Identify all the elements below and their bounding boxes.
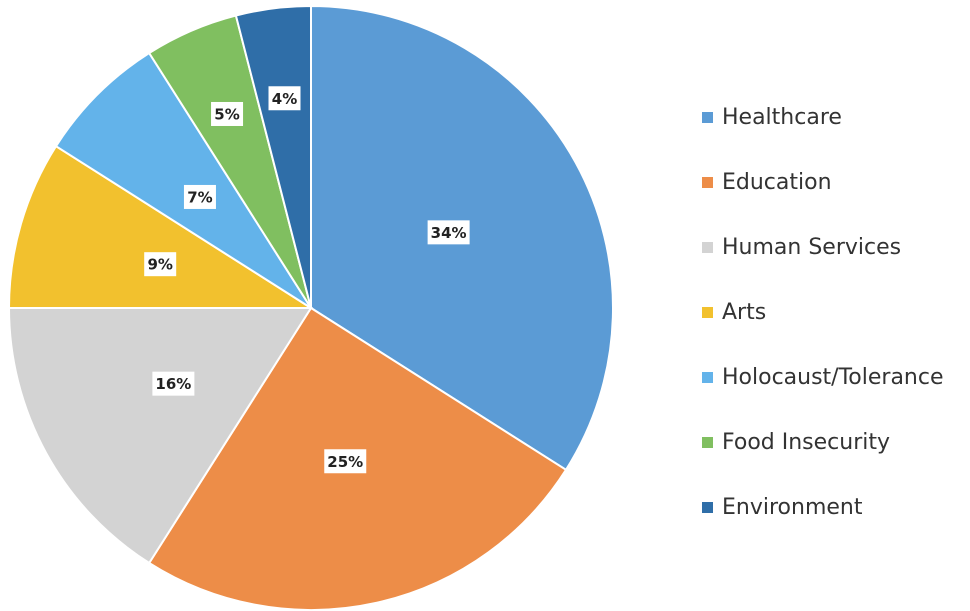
pie-slice [7, 307, 313, 565]
pie-slice [234, 4, 312, 309]
legend-swatch [702, 437, 713, 448]
legend-swatch [702, 242, 713, 253]
legend-swatch [702, 112, 713, 123]
legend-label: Holocaust/Tolerance [722, 365, 944, 390]
label-box [324, 449, 367, 474]
legend-swatch [702, 372, 713, 383]
label-box [268, 86, 301, 111]
label-box [427, 220, 470, 245]
data-label: 4% [272, 90, 297, 108]
data-label: 25% [327, 453, 363, 471]
label-box [183, 184, 216, 209]
pie-slice [7, 144, 315, 309]
legend-label: Healthcare [722, 105, 842, 130]
legend-label: Environment [722, 495, 863, 520]
data-label: 34% [431, 224, 467, 242]
label-box [152, 371, 195, 396]
legend-label: Arts [722, 300, 766, 325]
data-label: 5% [214, 105, 239, 123]
legend-label: Food Insecurity [722, 430, 890, 455]
data-label: 9% [147, 256, 172, 274]
data-label: 16% [155, 375, 191, 393]
data-label: 7% [187, 188, 212, 206]
pie-slice [54, 51, 312, 309]
legend-label: Education [722, 170, 832, 195]
legend-swatch [702, 502, 713, 513]
label-box [211, 101, 244, 126]
label-box [144, 252, 177, 277]
legend-swatch [702, 307, 713, 318]
legend-swatch [702, 177, 713, 188]
legend-label: Human Services [722, 235, 901, 260]
